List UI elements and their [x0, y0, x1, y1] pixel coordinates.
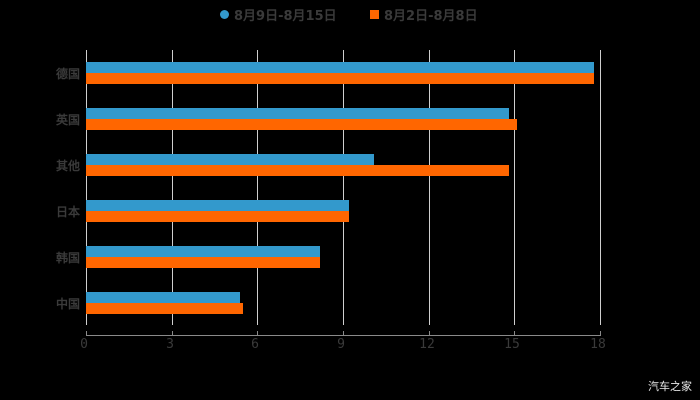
bar-aug2-8[interactable]: [86, 165, 509, 176]
legend-item-week-aug9-15[interactable]: 8月9日-8月15日: [220, 4, 337, 24]
axis-tick: [343, 331, 344, 336]
gridline: [514, 50, 515, 325]
gridline: [600, 50, 601, 325]
legend-circle-icon: [220, 9, 229, 19]
gridline: [343, 50, 344, 325]
category-label: 中国: [55, 297, 80, 311]
category-label: 德国: [55, 67, 80, 81]
axis-tick: [257, 331, 258, 336]
watermark-logo: 汽车之家: [648, 380, 692, 393]
bar-aug2-8[interactable]: [86, 257, 321, 268]
x-tick-label: 3: [166, 337, 174, 352]
category-label: 其他: [55, 159, 80, 173]
x-tick-label: 12: [419, 337, 435, 352]
x-tick-label: 18: [590, 337, 606, 352]
legend-item-week-aug2-8[interactable]: 8月2日-8月8日: [370, 4, 478, 24]
axis-tick: [86, 331, 87, 336]
axis-tick: [429, 331, 430, 336]
bar-aug9-15[interactable]: [86, 62, 595, 73]
bar-aug9-15[interactable]: [86, 246, 321, 257]
gridline: [257, 50, 258, 325]
bar-aug2-8[interactable]: [86, 303, 244, 314]
bar-aug9-15[interactable]: [86, 154, 375, 165]
legend-label: 8月2日-8月8日: [384, 8, 478, 24]
gridline: [172, 50, 173, 325]
bar-aug9-15[interactable]: [86, 200, 349, 211]
legend-square-icon: [370, 9, 379, 19]
category-label: 英国: [55, 113, 80, 127]
x-tick-label: 0: [80, 337, 88, 352]
axis-tick: [172, 331, 173, 336]
bar-aug2-8[interactable]: [86, 211, 349, 222]
chart-legend: 8月9日-8月15日 8月2日-8月8日: [0, 4, 700, 24]
x-tick-label: 6: [251, 337, 259, 352]
category-label: 韩国: [55, 251, 80, 265]
bar-aug9-15[interactable]: [86, 292, 241, 303]
legend-label: 8月9日-8月15日: [234, 8, 337, 24]
bar-aug2-8[interactable]: [86, 73, 595, 84]
axis-tick: [514, 331, 515, 336]
category-label: 日本: [55, 205, 80, 219]
x-tick-label: 15: [504, 337, 520, 352]
x-axis-line: [86, 335, 601, 336]
gridline: [429, 50, 430, 325]
bar-aug2-8[interactable]: [86, 119, 518, 130]
gridline: [86, 50, 87, 325]
x-tick-label: 9: [337, 337, 345, 352]
bar-aug9-15[interactable]: [86, 108, 509, 119]
axis-tick: [600, 331, 601, 336]
